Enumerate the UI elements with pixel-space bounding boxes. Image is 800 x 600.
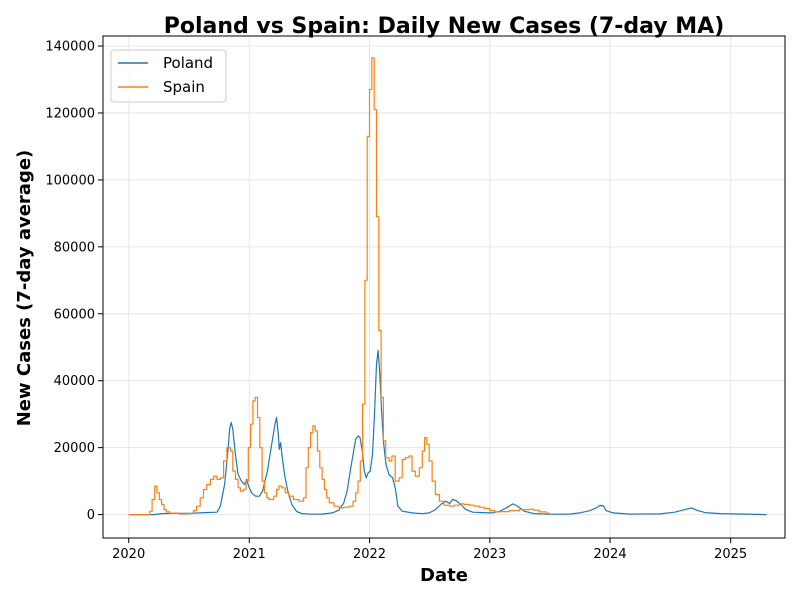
y-tick-label: 100000 [45, 173, 95, 188]
x-tick-label: 2020 [112, 547, 145, 562]
y-tick-label: 80000 [54, 240, 95, 255]
y-axis-title: New Cases (7-day average) [14, 150, 35, 427]
x-tick-label: 2023 [473, 547, 506, 562]
x-tick-label: 2021 [233, 547, 266, 562]
plot-lines [128, 57, 767, 516]
y-axis-ticks: 0 20000 40000 60000 80000 100000 120000 140000 [45, 40, 103, 523]
y-tick-label: 60000 [54, 307, 95, 322]
x-tick-label: 2024 [594, 547, 627, 562]
legend-label-spain: Spain [163, 78, 205, 96]
series-line-spain [128, 57, 550, 516]
x-tick-label: 2022 [353, 547, 386, 562]
y-tick-label: 40000 [54, 374, 95, 389]
y-tick-label: 140000 [45, 40, 95, 55]
legend: Poland Spain [110, 49, 227, 103]
legend-label-poland: Poland [163, 54, 213, 72]
plot-frame [102, 35, 786, 539]
x-axis-ticks: 2020 2021 2022 2023 2024 2025 [112, 538, 747, 562]
y-tick-label: 20000 [54, 441, 95, 456]
chart-title: Poland vs Spain: Daily New Cases (7-day … [164, 14, 725, 39]
x-axis-title: Date [420, 565, 468, 586]
x-tick-label: 2025 [714, 547, 747, 562]
y-tick-label: 0 [87, 508, 95, 523]
y-tick-label: 120000 [45, 106, 95, 121]
